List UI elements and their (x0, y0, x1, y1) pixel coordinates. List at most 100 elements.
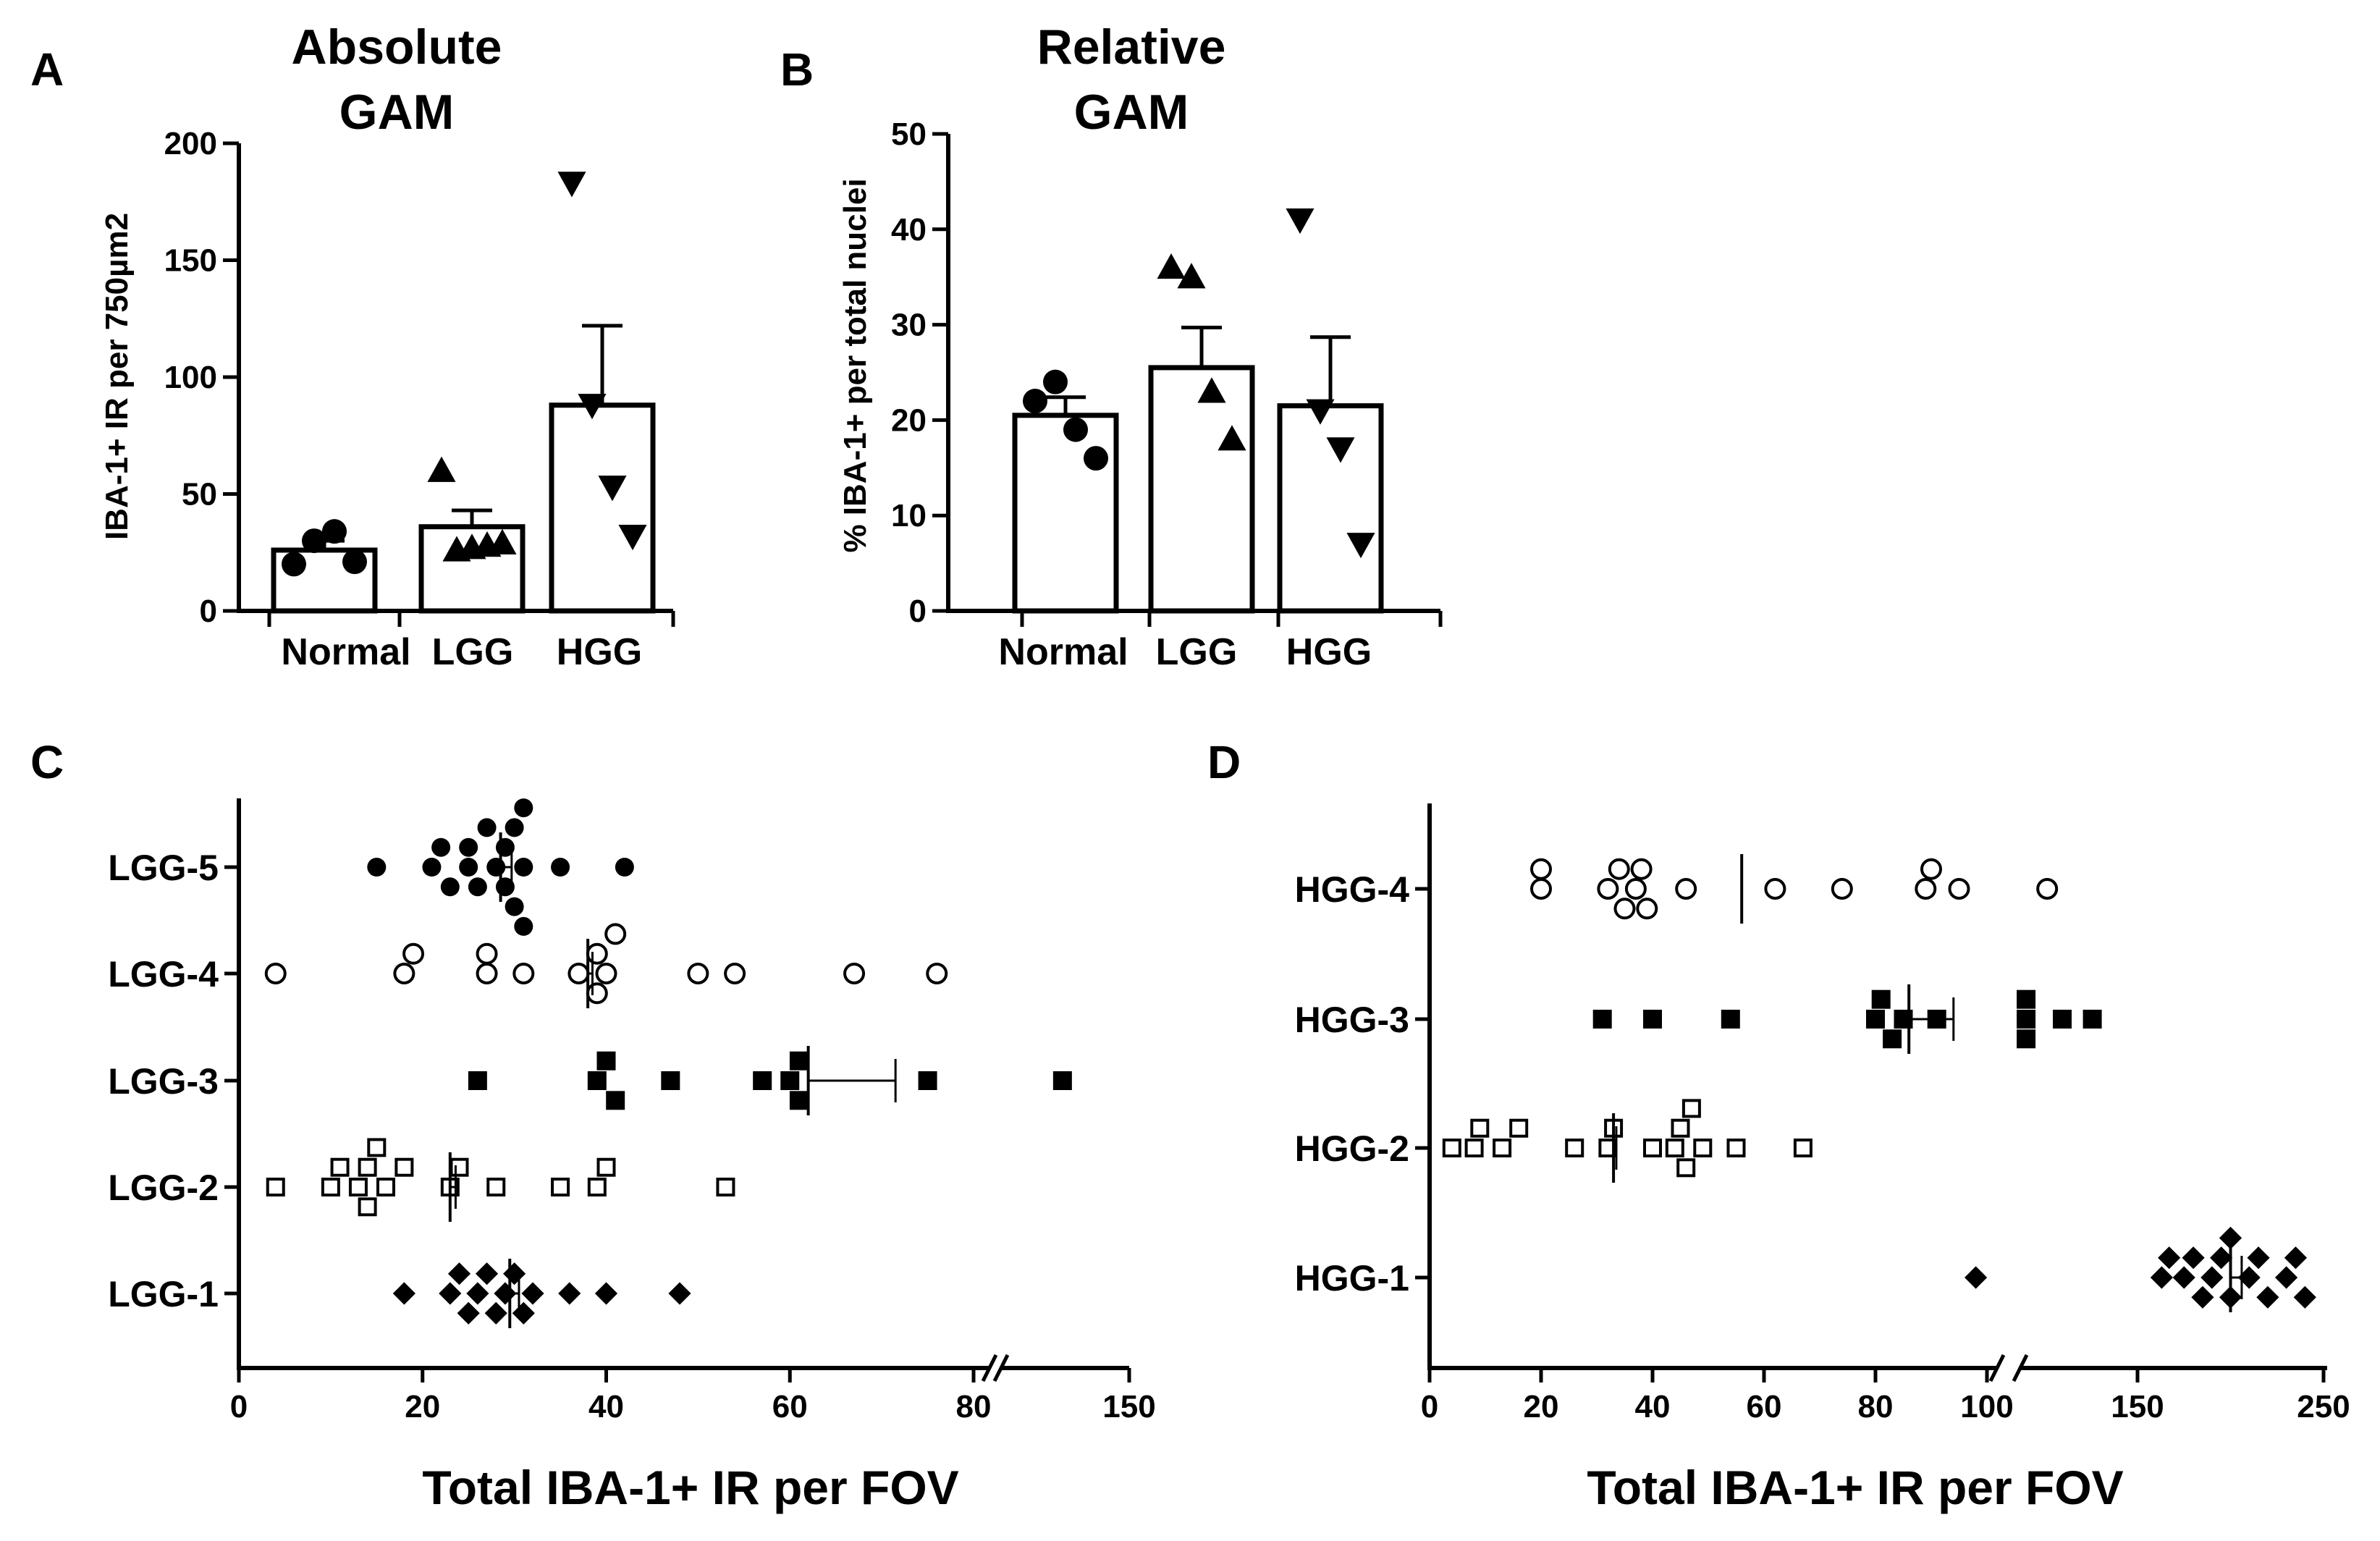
panel-a-data-point (557, 172, 586, 198)
panel-c-x-tick-label: 20 (405, 1389, 440, 1424)
panel-d-data-point (1676, 1158, 1696, 1178)
panel-d: D 0 20 40 60 80 100 150 250 HGG-4 HGG-3 HGG-2 HGG-1… (1207, 736, 2350, 1514)
panel-d-data-point (1613, 898, 1636, 920)
panel-c-data-point (358, 1197, 377, 1217)
panel-letter-a: A (30, 43, 64, 96)
panel-d-data-point (2247, 1246, 2270, 1270)
panel-d-data-point (1592, 1010, 1612, 1029)
panel-d-data-point (1530, 858, 1552, 880)
panel-b-data-point (1023, 389, 1047, 414)
panel-b-cat-label-normal: Normal (998, 631, 1128, 673)
panel-d-data-point (2210, 1246, 2233, 1270)
panel-c-data-point (606, 1091, 625, 1110)
panel-c-row-label: LGG-4 (108, 954, 219, 995)
panel-b-cat-label-lgg: LGG (1156, 631, 1238, 673)
panel-letter-d: D (1207, 736, 1241, 788)
panel-a-cat-label-lgg: LGG (432, 631, 514, 673)
panel-c-axis-break-mark (981, 1354, 998, 1382)
panel-d-row-label: HGG-4 (1295, 869, 1410, 910)
panel-d-data-point (1965, 1266, 1988, 1289)
panel-d-data-point (2017, 1010, 2036, 1029)
panel-c-row-label: LGG-1 (108, 1274, 219, 1314)
panel-d-data-point (1681, 1099, 1701, 1118)
panel-c-data-point (439, 1282, 462, 1305)
panel-d-data-point (1493, 1139, 1512, 1157)
panel-c: C 0 20 40 60 80 150LGG-5LGG-4LGG-3LGG-2LGG-1 … (30, 736, 1156, 1514)
panel-c-data-point (587, 1071, 607, 1090)
panel-d-data-point (2293, 1285, 2316, 1309)
panel-c-data-point (466, 1282, 489, 1305)
panel-b-plot-area: 0 10 20 30 40 50 (891, 117, 1443, 629)
panel-c-data-point (918, 1071, 937, 1090)
panel-c-x-axis-title: Total IBA-1+ IR per FOV (422, 1461, 958, 1514)
panel-d-data-point (1671, 1118, 1690, 1138)
panel-a-data-point (282, 552, 306, 577)
panel-c-data-point (789, 1051, 809, 1071)
panel-d-data-point (1721, 1010, 1740, 1029)
panel-b-bar-hgg (1277, 403, 1384, 614)
panel-b-data-point (1286, 208, 1315, 235)
panel-c-data-point (512, 1301, 535, 1325)
panel-c-data-point (789, 1091, 809, 1110)
panel-c-data-point (521, 1282, 544, 1305)
panel-c-data-point (422, 858, 442, 877)
panel-a-data-point (578, 394, 607, 420)
panel-d-data-point (2053, 1010, 2072, 1029)
panel-c-data-point (512, 963, 535, 984)
panel-d-data-point (2256, 1285, 2279, 1309)
panel-d-data-point (1831, 878, 1853, 900)
panel-a-bar-hgg (549, 402, 656, 614)
panel-d-x-tick-label: 80 (1858, 1389, 1894, 1424)
panel-b-bar-normal (1012, 413, 1119, 614)
panel-b-data-point (1197, 377, 1226, 403)
panel-c-data-point (926, 963, 948, 984)
panel-d-data-point (2237, 1266, 2261, 1289)
panel-letter-c: C (30, 736, 64, 788)
panel-b: B Relative GAM % IBA-1+ per total nuclei… (780, 20, 1443, 673)
panel-d-x-tick-label: 0 (1421, 1389, 1438, 1424)
panel-b-y-axis-title: % IBA-1+ per total nuclei (837, 178, 873, 552)
panel-c-plot-area: 0 20 40 60 80 150 LGG-5 LGG-4 LGG-3 LGG-2 LGG-1 (108, 798, 1156, 1424)
panel-a-plot-area: 0 50 100 150 200 (164, 126, 675, 629)
panel-d-data-point (2200, 1266, 2224, 1289)
panel-c-data-point (551, 858, 570, 877)
panel-c-axis-break-mark (992, 1354, 1010, 1382)
panel-c-data-point (780, 1071, 800, 1090)
panel-d-data-point (2191, 1285, 2214, 1309)
panel-d-data-point (1726, 1139, 1746, 1157)
panel-d-data-point (1883, 1029, 1902, 1049)
panel-a-y-tick-label: 150 (164, 243, 217, 279)
panel-b-y-tick-label: 10 (891, 498, 927, 533)
panel-c-data-point (392, 1282, 415, 1305)
panel-d-data-point (2082, 1010, 2102, 1029)
panel-c-data-point (393, 963, 415, 984)
panel-d-plot-area: 0 20 40 60 80 100 150 250 HGG-4 HGG-3 HGG-2 HGG-1 (1295, 803, 2350, 1424)
panel-a-y-tick-label: 100 (164, 360, 217, 395)
panel-a-bar-lgg (418, 524, 526, 614)
panel-b-data-point (1177, 263, 1206, 289)
panel-c-x-tick-label: 80 (956, 1389, 992, 1424)
panel-d-data-point (2182, 1246, 2205, 1270)
panel-a-data-point (322, 519, 347, 544)
panel-c-data-point (567, 963, 590, 984)
panel-d-data-point (1693, 1139, 1713, 1157)
panel-a-y-tick-label: 50 (182, 477, 217, 512)
panel-b-data-point (1157, 253, 1186, 279)
panel-d-data-point (1470, 1118, 1490, 1138)
panel-c-data-point (486, 1178, 506, 1196)
panel-c-data-point (494, 1282, 517, 1305)
panel-c-data-point (330, 1157, 350, 1177)
panel-a-data-point (427, 456, 456, 482)
panel-d-data-point (2150, 1266, 2174, 1289)
panel-a-title-line1: Absolute (292, 20, 502, 75)
panel-a-y-tick-label: 0 (200, 594, 217, 629)
panel-c-data-point (586, 982, 608, 1005)
panel-c-x-tick-label: 60 (772, 1389, 808, 1424)
panel-c-data-point (266, 1178, 285, 1196)
panel-d-axis-break-mark (2012, 1354, 2029, 1382)
panel-c-data-point (668, 1282, 691, 1305)
panel-d-row-label: HGG-3 (1295, 1000, 1409, 1040)
panel-d-data-point (2275, 1266, 2298, 1289)
panel-c-data-point (450, 1157, 469, 1177)
panel-b-title-line2: GAM (1074, 85, 1189, 140)
